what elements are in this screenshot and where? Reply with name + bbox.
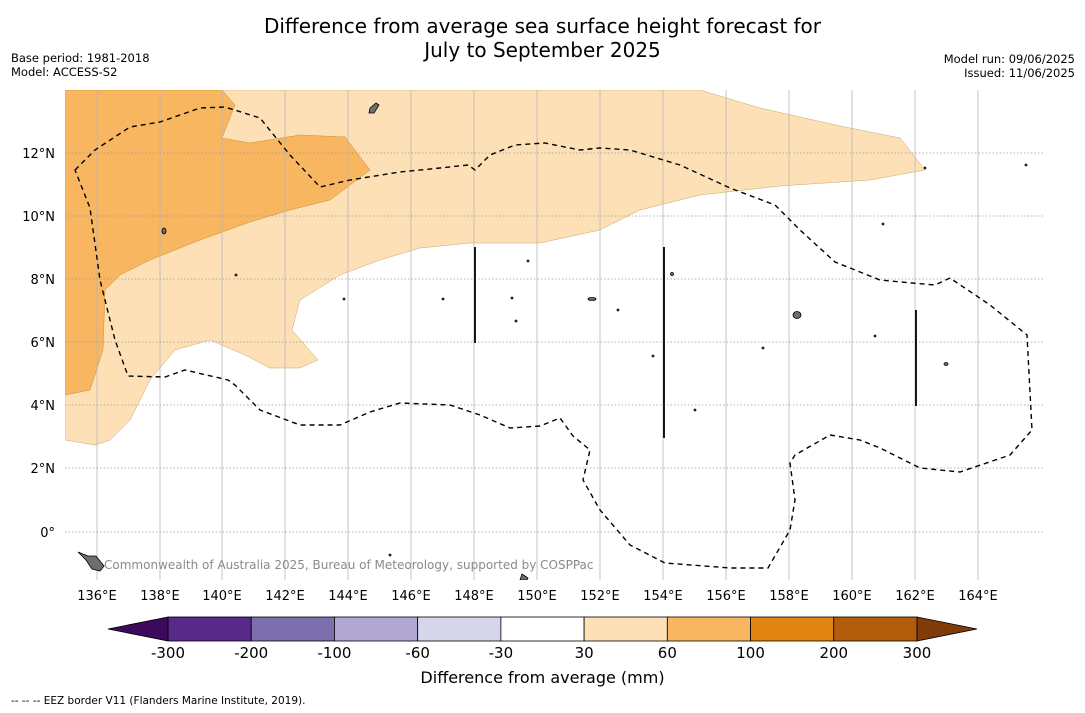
lon-label: 144°E: [328, 589, 368, 604]
longitude-gridlines: [96, 90, 979, 580]
latitude-labels: 12°N 10°N 8°N 6°N 4°N 2°N 0°: [22, 147, 55, 541]
lon-label: 156°E: [706, 589, 746, 604]
colorbar-segments: [167, 616, 918, 642]
longitude-labels: 136°E 138°E 140°E 142°E 144°E 146°E 148°…: [77, 589, 998, 604]
eez-borders: [74, 106, 1033, 569]
model-run-label: Model run: 09/06/2025: [943, 52, 1075, 66]
colorbar-title: Difference from average (mm): [420, 668, 665, 687]
colorbar-tick-label: 200: [819, 644, 848, 662]
meta-left: Base period: 1981-2018 Model: ACCESS-S2: [11, 51, 150, 79]
colorbar-tick-label: 60: [658, 644, 677, 662]
lat-label: 12°N: [22, 147, 55, 162]
lat-label: 10°N: [22, 210, 55, 225]
boundary-lines: [474, 247, 917, 438]
lat-label: 8°N: [31, 273, 56, 288]
map-title: Difference from average sea surface heig…: [0, 14, 1085, 62]
base-period-label: Base period: 1981-2018: [11, 51, 150, 65]
lat-label: 0°: [40, 526, 55, 541]
lon-label: 162°E: [895, 589, 935, 604]
lon-label: 154°E: [643, 589, 683, 604]
colorbar-tick-label: -200: [234, 644, 268, 662]
copyright-notice: Commonwealth of Australia 2025, Bureau o…: [104, 558, 594, 572]
lon-label: 146°E: [391, 589, 431, 604]
colorbar-segment: [167, 616, 252, 642]
colorbar-segment: [833, 616, 918, 642]
lon-label: 142°E: [265, 589, 305, 604]
colorbar-tick-label: -300: [151, 644, 185, 662]
lon-label: 164°E: [958, 589, 998, 604]
title-line-2: July to September 2025: [424, 38, 661, 62]
meta-right: Model run: 09/06/2025 Issued: 11/06/2025: [944, 52, 1075, 80]
colorbar-tick-label: -100: [317, 644, 351, 662]
lon-label: 136°E: [77, 589, 117, 604]
lon-label: 160°E: [832, 589, 872, 604]
colorbar-segment: [500, 616, 585, 642]
eez-footnote: -- -- -- EEZ border V11 (Flanders Marine…: [11, 695, 306, 707]
colorbar-tick-label: 300: [903, 644, 932, 662]
land-islands: [77, 102, 1028, 580]
lat-label: 6°N: [31, 336, 56, 351]
colorbar-tick-label: -30: [489, 644, 514, 662]
colorbar-under-arrow: [107, 616, 169, 642]
colorbar-segment: [417, 616, 502, 642]
colorbar-tick-labels: -300 -200 -100 -60 -30 30 60 100 200 300: [151, 644, 931, 662]
colorbar-over-arrow: [916, 616, 978, 642]
colorbar-tick-label: 100: [736, 644, 765, 662]
colorbar-tick-label: -60: [405, 644, 430, 662]
colorbar-segment: [334, 616, 419, 642]
colorbar-segment: [666, 616, 751, 642]
lon-label: 148°E: [454, 589, 494, 604]
issued-label: Issued: 11/06/2025: [964, 66, 1075, 80]
lon-label: 158°E: [769, 589, 809, 604]
colorbar-segment: [750, 616, 835, 642]
lon-label: 138°E: [140, 589, 180, 604]
model-label: Model: ACCESS-S2: [11, 65, 118, 79]
lat-label: 4°N: [31, 399, 56, 414]
colorbar-segment: [250, 616, 335, 642]
lon-label: 150°E: [517, 589, 557, 604]
colorbar-segment: [583, 616, 668, 642]
lon-label: 140°E: [202, 589, 242, 604]
title-line-1: Difference from average sea surface heig…: [263, 14, 822, 38]
lon-label: 152°E: [580, 589, 620, 604]
lat-label: 2°N: [31, 462, 56, 477]
colorbar-tick-label: 30: [575, 644, 594, 662]
